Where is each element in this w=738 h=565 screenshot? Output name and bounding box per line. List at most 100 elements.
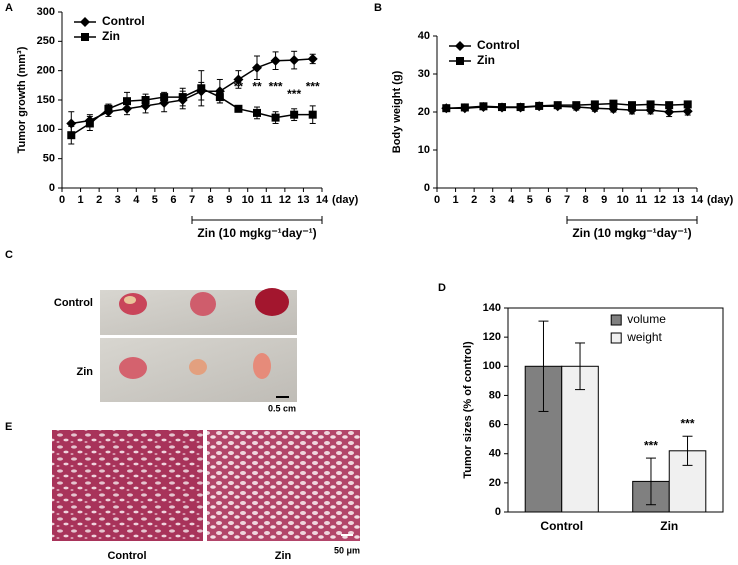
row-label: Zin [77,366,94,378]
marker [683,100,692,109]
marker [516,103,525,112]
x-axis-label: (day) [707,194,734,206]
y-tick-label: 10 [418,144,430,156]
annotation: *** [681,416,695,430]
error-bar [575,342,586,391]
x-tick-label: 9 [601,194,607,206]
y-tick-label: 60 [489,418,501,430]
marker [290,110,299,119]
panel-letter: C [5,249,13,261]
legend-marker [456,57,464,65]
marker [252,62,262,73]
y-tick-label: 0 [424,182,430,194]
annotation: *** [287,87,301,101]
scale-label: 0.5 cm [268,403,296,413]
x-tick-label: 10 [617,194,629,206]
marker [67,131,76,140]
column-label: Control [107,550,146,562]
x-tick-label: 8 [583,194,589,206]
marker [215,93,224,102]
photo-c [100,288,297,402]
x-tick-label: 13 [297,194,309,206]
marker [270,55,281,66]
x-tick-label: 1 [78,194,84,206]
marker [442,104,451,113]
x-tick-label: 9 [226,194,232,206]
panel-letter: D [438,282,446,294]
legend-swatch [610,332,622,344]
y-tick-label: 300 [37,6,55,18]
marker [682,106,693,117]
marker [664,107,675,117]
x-tick-label: 6 [545,194,551,206]
marker [104,104,113,113]
y-tick-label: 100 [483,360,501,372]
panel-letter: E [5,421,12,433]
marker [307,53,318,64]
marker [197,84,206,93]
y-tick-label: 40 [489,448,501,460]
legend-marker [80,17,90,27]
marker [535,101,544,110]
x-tick-label: 3 [115,194,121,206]
annotation: *** [269,79,283,93]
x-tick-label: 14 [691,194,704,206]
y-tick-label: 20 [489,477,501,489]
marker [628,101,636,110]
x-tick-label: 0 [59,194,65,206]
error-bar [682,435,693,466]
x-tick-label: 5 [527,194,533,206]
legend-label: Zin [102,29,120,43]
legend-label: volume [627,312,666,326]
x-tick-label: 14 [316,194,329,206]
x-tick-label: 6 [170,194,176,206]
y-tick-label: 80 [489,389,501,401]
marker [665,101,674,110]
x-tick-label: 11 [635,194,647,206]
y-tick-label: 40 [418,30,430,42]
legend-label: Zin [477,53,495,67]
legend-label: weight [626,330,662,344]
legend-label: Control [477,38,520,52]
x-tick-label: Control [540,519,583,533]
marker [178,93,187,102]
y-axis-label: Body weight (g) [391,70,403,153]
marker [460,103,469,112]
marker [271,113,280,122]
y-tick-label: 0 [495,506,501,518]
annotation: *** [644,438,658,452]
marker [498,103,506,112]
y-axis-label: Tumor sizes (% of control) [462,341,474,479]
y-tick-label: 0 [49,182,55,194]
y-tick-label: 140 [483,302,501,314]
marker [160,93,169,102]
error-bar [645,457,656,506]
y-tick-label: 20 [418,106,430,118]
y-tick-label: 30 [418,68,430,80]
scale-label: 50 μm [334,545,360,555]
panel-letter: B [374,2,382,14]
x-tick-label: Zin [660,519,678,533]
legend-swatch [610,314,622,326]
y-tick-label: 250 [37,35,55,47]
marker [646,100,655,109]
marker [479,102,488,111]
treatment-label: Zin (10 mgkg⁻¹day⁻¹) [572,226,691,240]
column-label: Zin [275,550,292,562]
treatment-label: Zin (10 mgkg⁻¹day⁻¹) [197,226,316,240]
marker [609,99,618,108]
y-tick-label: 50 [43,153,55,165]
y-axis-label: Tumor growth (mm³) [16,46,28,153]
photo-e [52,430,360,541]
x-tick-label: 11 [260,194,272,206]
annotation: ** [252,79,262,93]
marker [308,110,317,119]
x-tick-label: 1 [453,194,459,206]
marker [253,108,261,117]
x-axis-label: (day) [332,194,359,206]
x-tick-label: 12 [654,194,666,206]
marker [141,96,150,104]
legend-marker [81,33,89,41]
x-tick-label: 13 [672,194,684,206]
